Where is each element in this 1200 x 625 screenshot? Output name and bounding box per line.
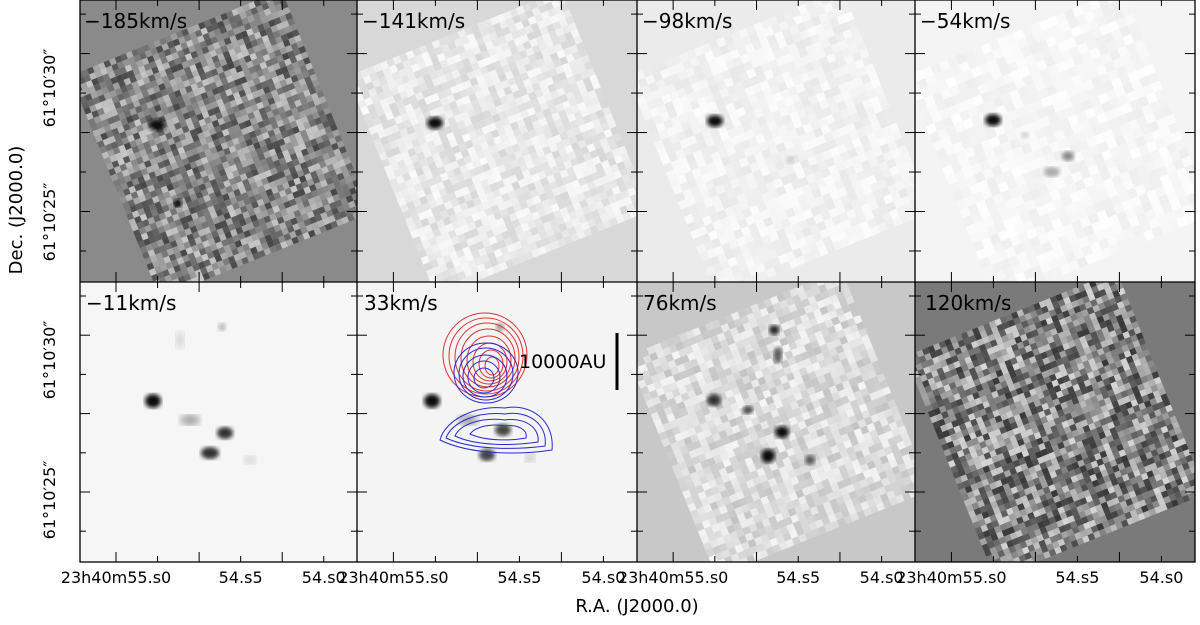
source-blob bbox=[244, 456, 256, 464]
x-tick-label: 23h40m55.s0 bbox=[896, 568, 1006, 587]
panel-background bbox=[357, 282, 637, 562]
source-blob bbox=[424, 394, 440, 408]
source-blob bbox=[145, 394, 161, 408]
scale-bar-label: 10000AU bbox=[519, 351, 606, 373]
axis-ticks bbox=[80, 0, 1195, 562]
y-axis-title: Dec. (J2000.0) bbox=[6, 146, 27, 275]
x-tick-label: 54.s5 bbox=[776, 568, 820, 587]
velocity-label: −185km/s bbox=[84, 9, 187, 33]
x-tick-label: 23h40m55.s0 bbox=[61, 568, 171, 587]
source-blob bbox=[743, 406, 753, 414]
x-tick-label: 23h40m55.s0 bbox=[338, 568, 448, 587]
panel-6 bbox=[357, 282, 637, 562]
panel-7 bbox=[637, 282, 915, 562]
y-tick-label: 61°10′25″ bbox=[40, 461, 59, 540]
y-tick-label: 61°10′25″ bbox=[40, 183, 59, 262]
x-tick-label: 54.s5 bbox=[1055, 568, 1099, 587]
panel-3 bbox=[637, 0, 915, 282]
source-blob bbox=[180, 415, 200, 425]
x-tick-label: 54.s0 bbox=[1139, 568, 1183, 587]
velocity-label: −141km/s bbox=[362, 9, 465, 33]
velocity-label: 33km/s bbox=[364, 291, 438, 315]
blue-contours bbox=[439, 342, 553, 454]
source-blob bbox=[201, 447, 219, 459]
x-tick-label: 54.s0 bbox=[302, 568, 346, 587]
x-tick-label: 54.s0 bbox=[860, 568, 904, 587]
x-tick-label: 54.s0 bbox=[581, 568, 625, 587]
panel-5 bbox=[80, 282, 357, 562]
noise-texture bbox=[915, 0, 1195, 282]
noise-texture bbox=[80, 0, 357, 282]
panel-8 bbox=[915, 282, 1195, 562]
x-axis-title: R.A. (J2000.0) bbox=[575, 596, 698, 617]
source-blob bbox=[525, 454, 535, 462]
velocity-label: −98km/s bbox=[642, 9, 732, 33]
source-blob bbox=[805, 455, 815, 465]
source-blob bbox=[1062, 151, 1074, 161]
panel-background bbox=[80, 282, 357, 562]
velocity-label: 76km/s bbox=[643, 291, 717, 315]
velocity-label: −11km/s bbox=[86, 291, 176, 315]
velocity-label: −54km/s bbox=[920, 9, 1010, 33]
y-tick-label: 61°10′30″ bbox=[40, 49, 59, 128]
x-tick-label: 23h40m55.s0 bbox=[618, 568, 728, 587]
source-blob bbox=[427, 117, 443, 129]
source-blob bbox=[176, 332, 184, 348]
panel-frames bbox=[79, 0, 1196, 563]
source-blob bbox=[707, 394, 721, 406]
noise-texture bbox=[637, 0, 915, 282]
panel-2 bbox=[357, 0, 637, 282]
source-blob bbox=[774, 347, 782, 363]
source-blob bbox=[1021, 132, 1029, 138]
source-blob bbox=[985, 114, 1001, 126]
source-blob bbox=[218, 323, 226, 331]
x-tick-label: 54.s5 bbox=[497, 568, 541, 587]
panel-4 bbox=[915, 0, 1195, 282]
source-blob bbox=[786, 156, 794, 164]
source-blob bbox=[1044, 167, 1060, 177]
source-blob bbox=[174, 199, 182, 207]
source-blob bbox=[775, 426, 789, 438]
source-blob bbox=[495, 424, 511, 436]
x-tick-label: 54.s5 bbox=[219, 568, 263, 587]
source-blob bbox=[217, 427, 233, 439]
source-blob bbox=[707, 115, 723, 127]
noise-texture bbox=[915, 282, 1195, 562]
noise-texture bbox=[637, 282, 915, 562]
source-blob bbox=[149, 119, 165, 131]
y-tick-label: 61°10′30″ bbox=[40, 321, 59, 400]
source-blob bbox=[769, 325, 779, 335]
source-blob bbox=[761, 449, 775, 463]
panel-1 bbox=[80, 0, 357, 282]
velocity-label: 120km/s bbox=[925, 291, 1011, 315]
